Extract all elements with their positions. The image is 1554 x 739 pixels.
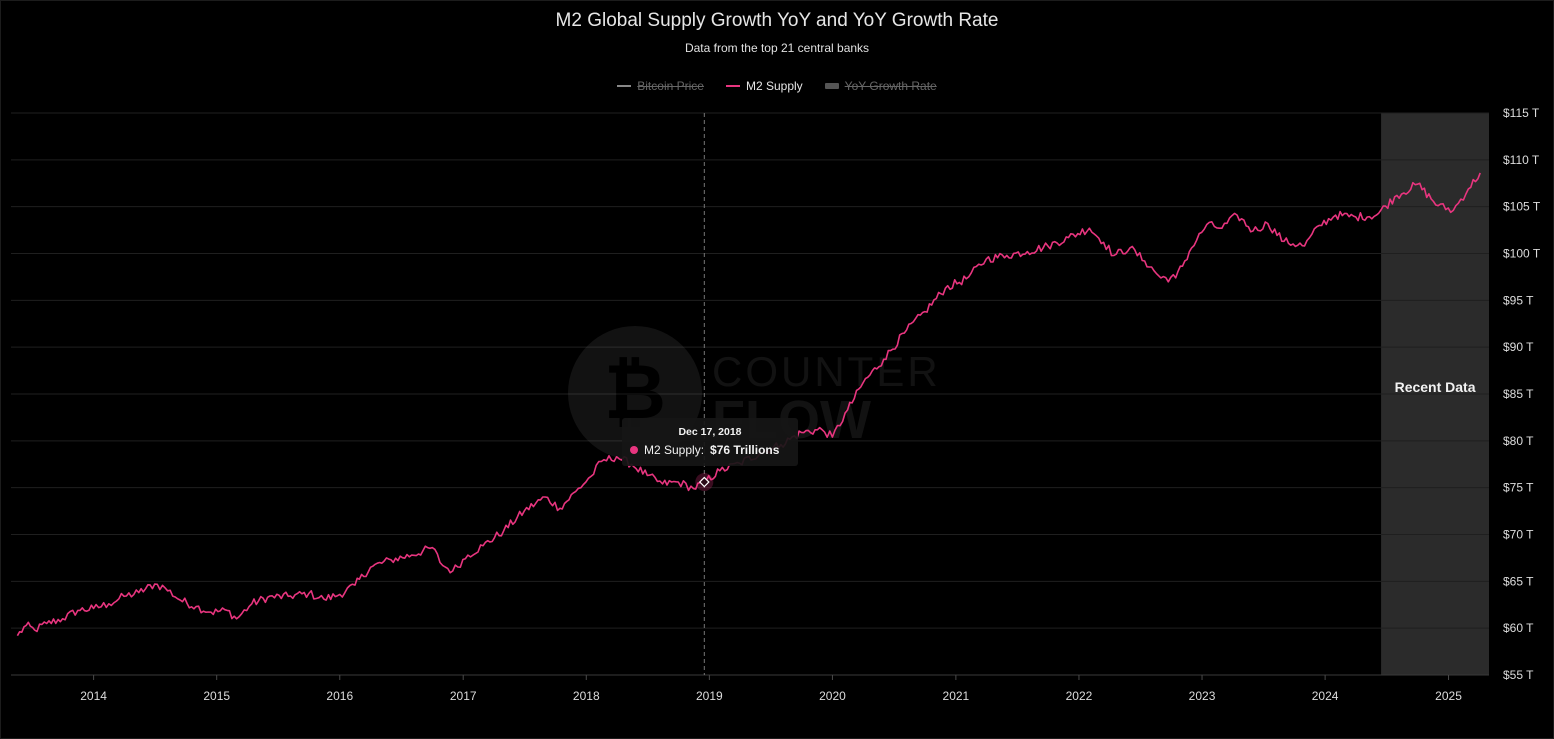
y-tick-label: $110 T [1503,153,1540,167]
gridlines [11,112,1489,629]
legend-line-icon [617,85,632,87]
chart-subtitle: Data from the top 21 central banks [684,41,870,55]
x-tick-label: 2016 [326,689,353,703]
tooltip-series-name: M2 Supply [644,443,701,457]
legend-line-icon [725,85,740,87]
legend-rect-icon [824,83,839,89]
y-tick-label: $90 T [1503,340,1534,354]
chart-legend: Bitcoin Price M2 Supply YoY Growth Rate [0,79,1554,93]
y-tick-label: $105 T [1503,200,1541,214]
y-tick-label: $65 T [1503,574,1534,588]
x-tick-label: 2019 [696,689,723,703]
y-tick-label: $115 T [1503,106,1540,120]
legend-item-m2-supply[interactable]: M2 Supply [725,79,803,93]
tooltip: Dec 17, 2018 M2 Supply: $76 Trillions [622,418,798,466]
legend-item-yoy-growth-rate[interactable]: YoY Growth Rate [824,79,937,93]
x-tick-label: 2025 [1435,689,1462,703]
tooltip-date: Dec 17, 2018 [678,426,742,438]
x-tick-label: 2023 [1189,689,1216,703]
tooltip-row: M2 Supply: $76 Trillions [630,443,779,457]
series-dot-icon [630,446,638,454]
y-tick-label: $95 T [1503,293,1534,307]
legend-item-bitcoin-price[interactable]: Bitcoin Price [617,79,704,93]
y-tick-label: $80 T [1503,434,1534,448]
recent-data-label: Recent Data [1395,379,1476,395]
tooltip-value: $76 Trillions [710,443,780,457]
y-tick-label: $100 T [1503,247,1541,261]
axes: $55 T $60 T $65 T $70 T $75 T $80 T $85 T $90 T… [11,106,1541,703]
x-tick-label: 2024 [1312,689,1339,703]
x-tick-label: 2020 [819,689,846,703]
x-tick-label: 2014 [80,689,107,703]
watermark-wordmark-top: COUNTER [712,348,941,395]
legend-label: Bitcoin Price [637,79,704,93]
y-tick-label: $55 T [1503,668,1534,682]
y-tick-label: $60 T [1503,621,1534,635]
legend-label: YoY Growth Rate [844,79,937,93]
x-tick-label: 2021 [943,689,970,703]
hover-marker [695,473,714,492]
y-tick-label: $70 T [1503,528,1534,542]
x-tick-label: 2015 [203,689,230,703]
y-tick-label: $75 T [1503,481,1534,495]
chart-title: M2 Global Supply Growth YoY and YoY Grow… [555,10,999,31]
x-tick-label: 2018 [573,689,600,703]
hover-marker-point [698,476,710,488]
legend-label: M2 Supply [745,79,803,93]
x-tick-label: 2022 [1066,689,1093,703]
y-tick-label: $85 T [1503,387,1534,401]
x-tick-label: 2017 [450,689,477,703]
